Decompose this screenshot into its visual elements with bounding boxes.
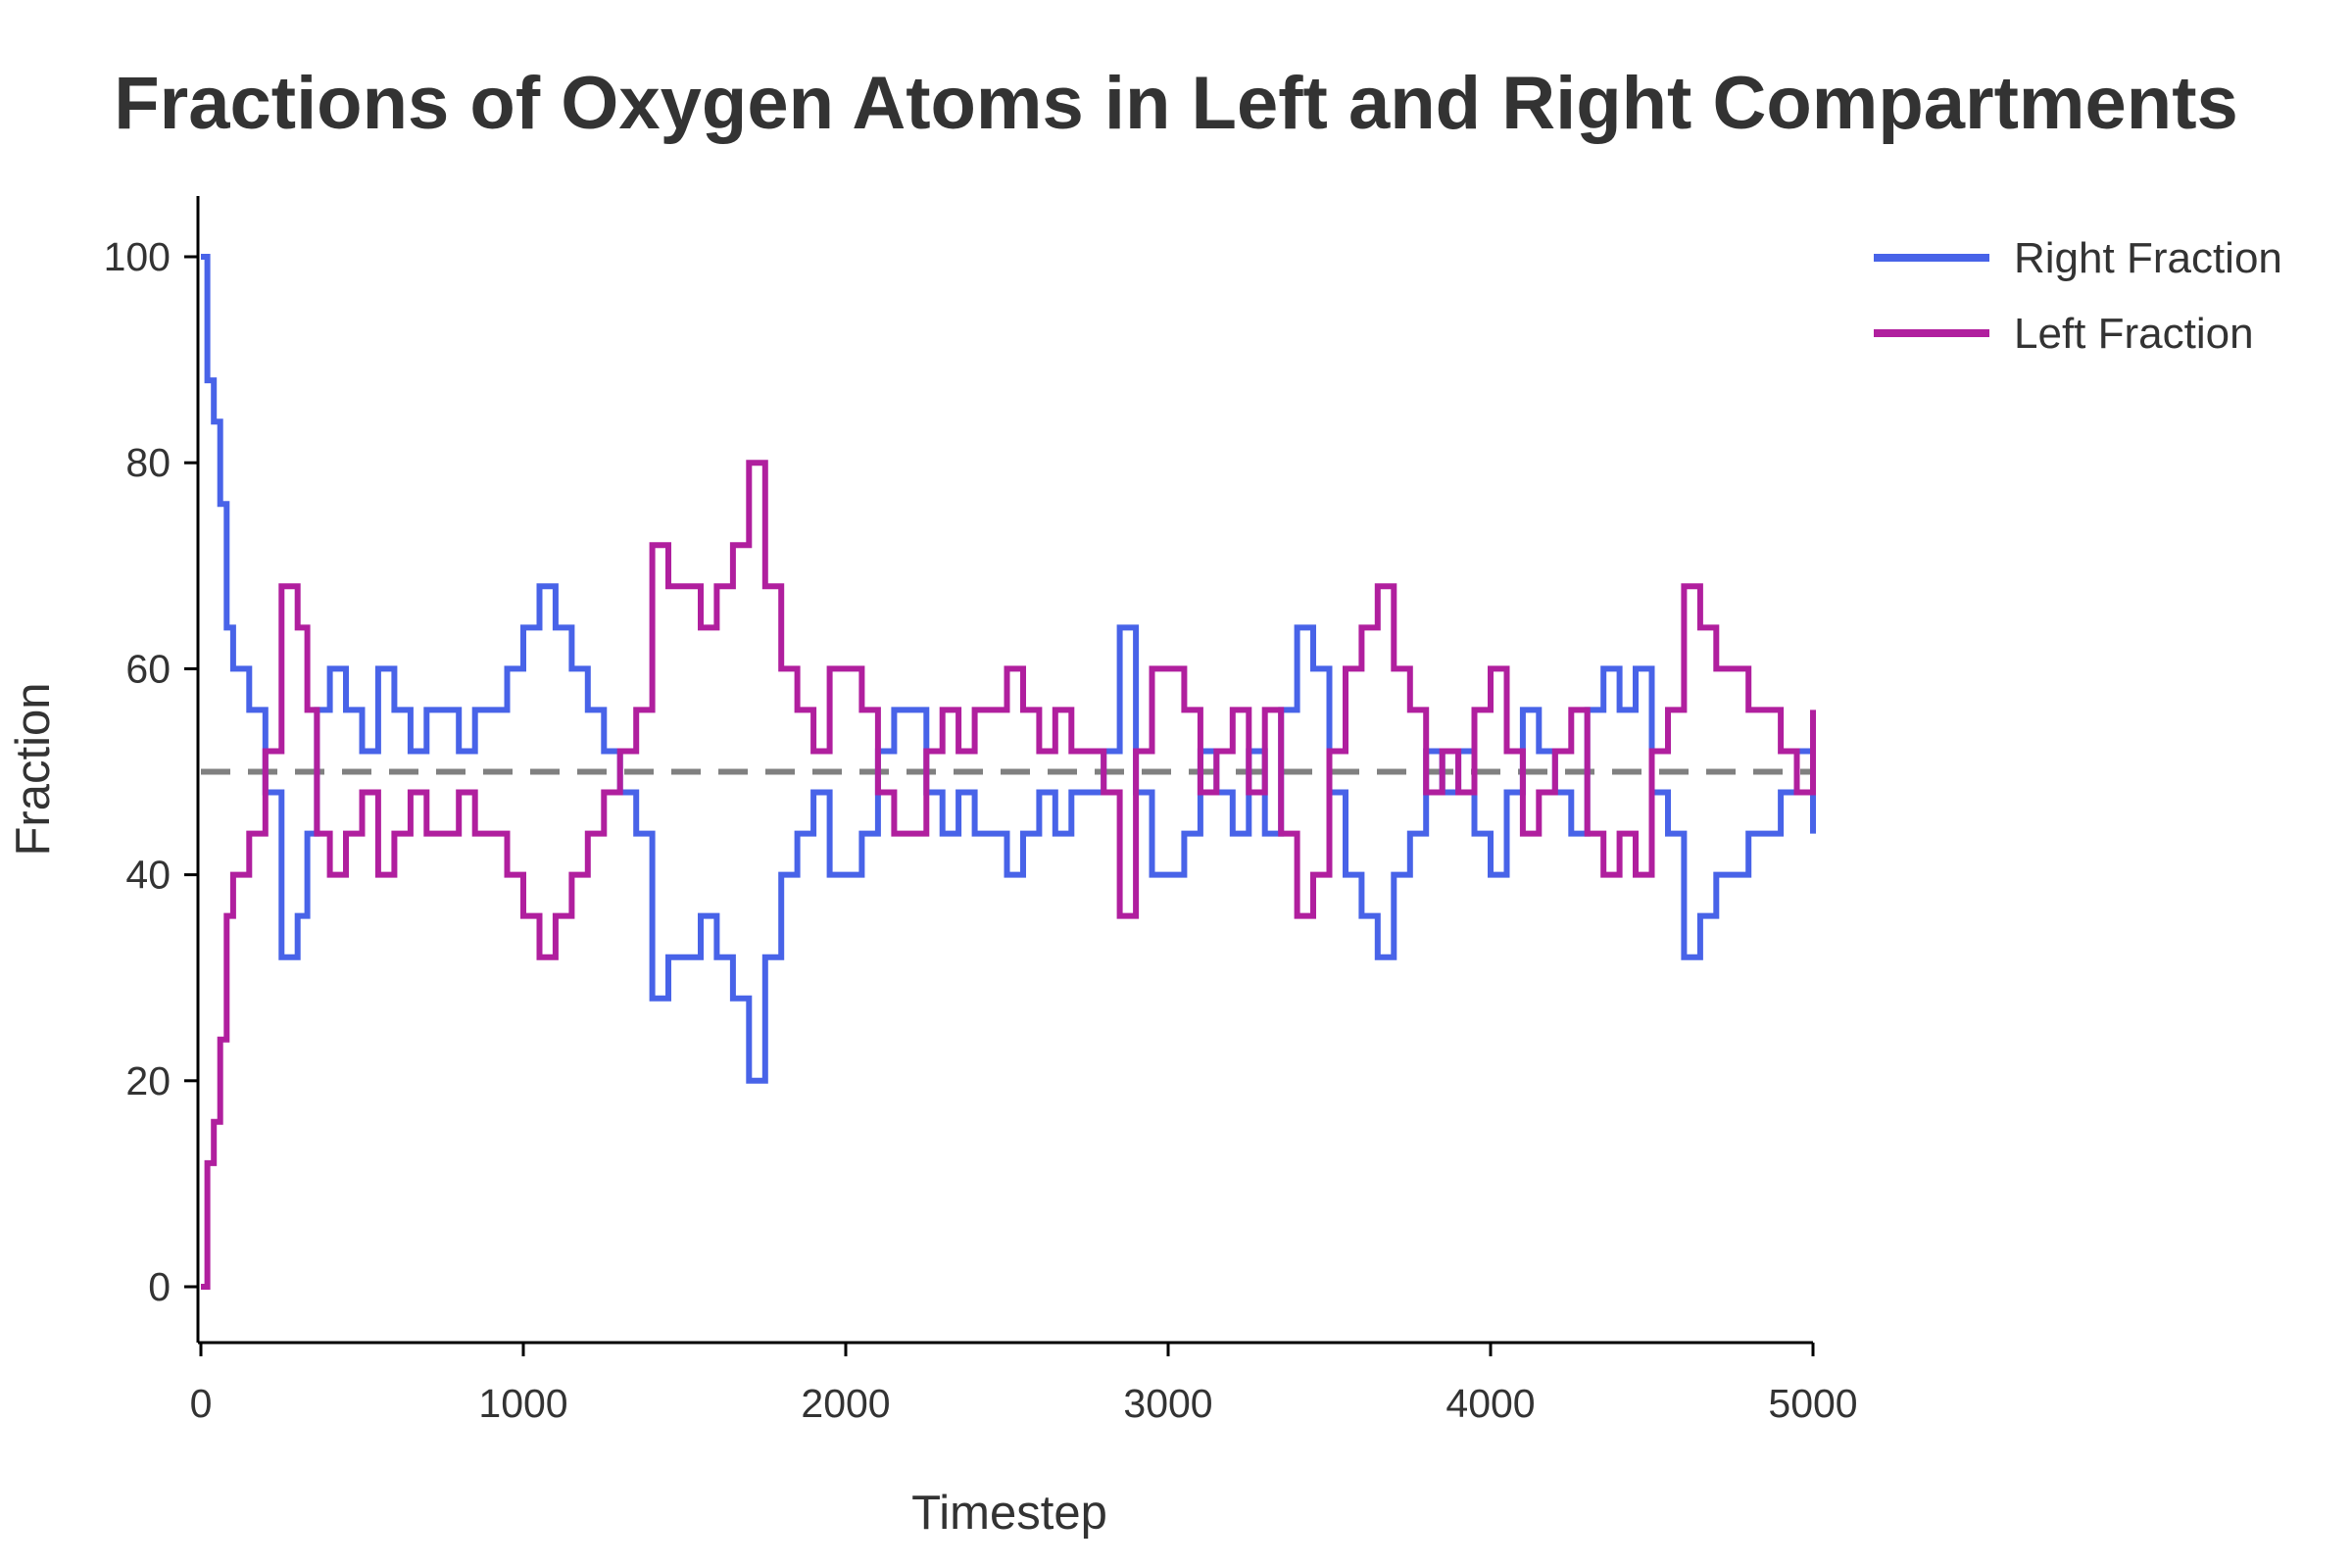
legend-label: Right Fraction [2014, 234, 2282, 282]
y-axis-label: Fraction [7, 682, 60, 856]
y-tick-label: 0 [148, 1264, 171, 1309]
legend-item-right-fraction[interactable]: Right Fraction [1874, 234, 2282, 282]
series-line-right-fraction [201, 254, 1816, 1084]
x-tick-label: 2000 [801, 1381, 890, 1426]
x-tick-label: 0 [190, 1381, 213, 1426]
y-tick-label: 60 [125, 646, 171, 691]
x-tick-label: 4000 [1446, 1381, 1535, 1426]
series-line-left-fraction [201, 460, 1816, 1290]
x-axis-label: Timestep [911, 1487, 1107, 1540]
x-tick-label: 5000 [1768, 1381, 1857, 1426]
chart-title: Fractions of Oxygen Atoms in Left and Ri… [114, 62, 2238, 145]
y-tick-label: 100 [104, 234, 171, 279]
legend[interactable]: Right Fraction Left Fraction [1874, 234, 2282, 358]
series-layer [201, 254, 1816, 1290]
x-tick-label: 1000 [478, 1381, 567, 1426]
y-tick-label: 20 [125, 1058, 171, 1103]
y-tick-label: 80 [125, 440, 171, 485]
y-tick-label: 40 [125, 853, 171, 898]
legend-item-left-fraction[interactable]: Left Fraction [1874, 310, 2254, 358]
x-tick-label: 3000 [1123, 1381, 1212, 1426]
legend-label: Left Fraction [2014, 310, 2254, 358]
